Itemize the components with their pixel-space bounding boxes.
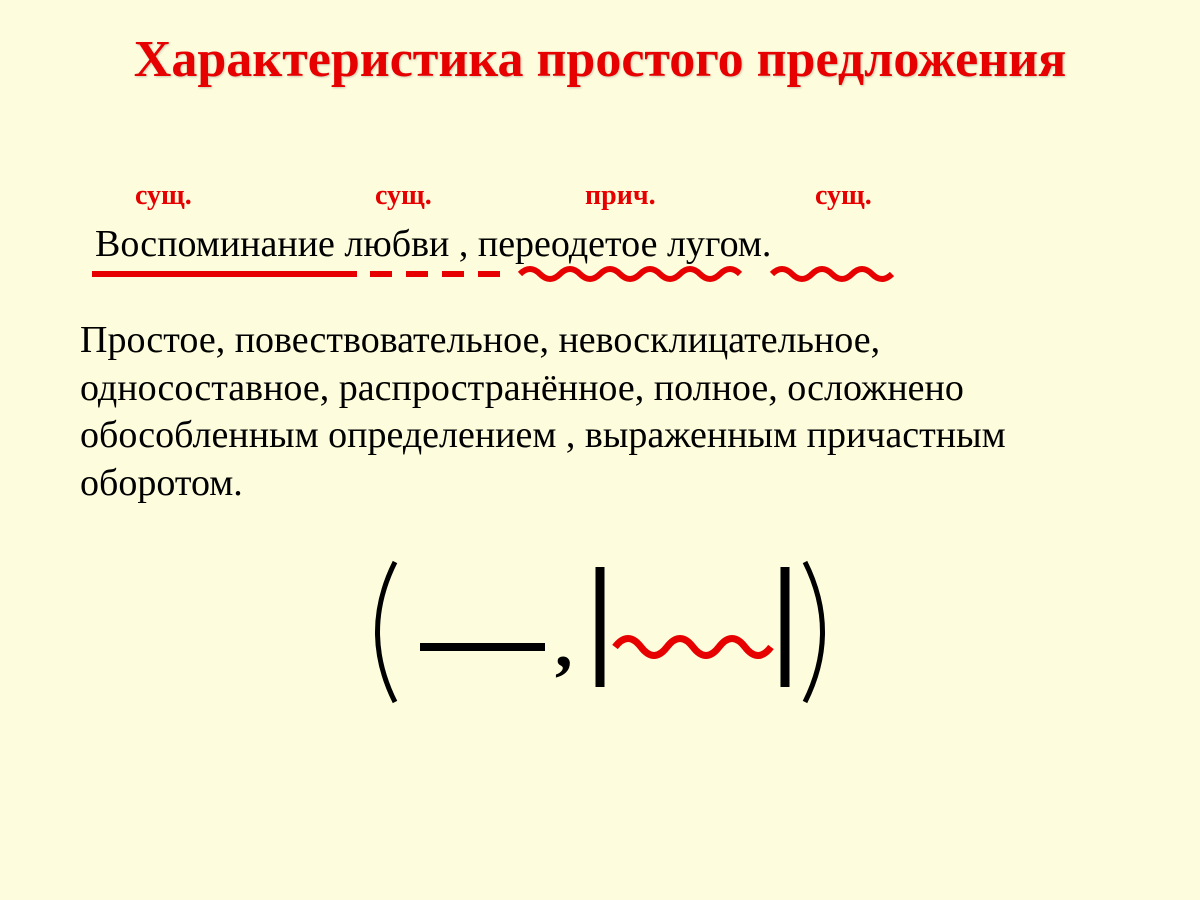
svg-text:,: ,	[555, 606, 573, 683]
page-title: Характеристика простого предложения	[60, 30, 1140, 90]
sentence-block: Воспоминание любви , переодетое лугом.	[60, 222, 1140, 268]
sentence-text: Воспоминание любви , переодетое лугом.	[95, 222, 1100, 268]
sentence-underlines	[92, 266, 992, 301]
pos-labels-row: сущ. сущ. прич. сущ.	[60, 180, 1140, 212]
pos-label-3: прич.	[585, 180, 815, 212]
schema-container: ,	[60, 552, 1140, 712]
pos-label-2: сущ.	[375, 180, 585, 212]
schema-diagram: ,	[350, 552, 850, 712]
pos-label-1: сущ.	[135, 180, 375, 212]
explanation-text: Простое, повествовательное, невосклицате…	[60, 317, 1140, 507]
pos-label-4: сущ.	[815, 180, 915, 212]
